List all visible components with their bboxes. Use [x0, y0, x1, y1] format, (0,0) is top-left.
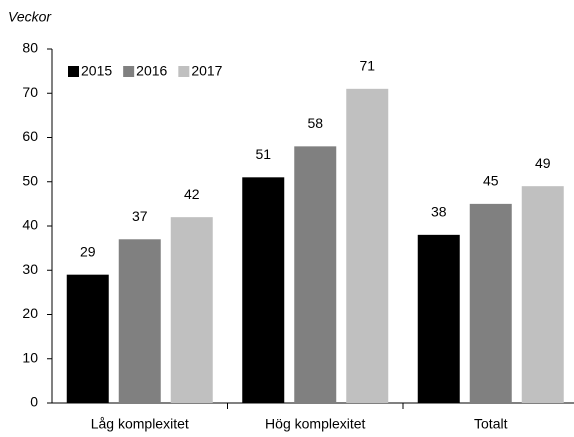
bar: [170, 217, 213, 403]
legend-swatch: [123, 66, 135, 77]
data-label: 51: [255, 146, 271, 162]
x-tick-label: Hög komplexitet: [265, 416, 365, 432]
data-label: 58: [307, 115, 323, 131]
x-tick-label: Totalt: [474, 416, 508, 432]
x-tick-label: Låg komplexitet: [91, 416, 189, 432]
y-tick-label: 40: [22, 217, 38, 233]
y-tick-label: 10: [22, 349, 38, 365]
data-label: 42: [184, 186, 200, 202]
bar: [521, 186, 564, 403]
y-tick-label: 20: [22, 305, 38, 321]
bar: [417, 234, 460, 403]
data-label: 29: [80, 243, 96, 259]
bar: [346, 88, 389, 403]
y-tick-label: 80: [22, 40, 38, 56]
y-tick-label: 70: [22, 84, 38, 100]
bar: [469, 203, 512, 403]
data-label: 49: [535, 155, 551, 171]
data-label: 45: [483, 173, 499, 189]
y-axis-label: Veckor: [8, 9, 52, 25]
legend-label: 2017: [191, 63, 222, 79]
y-tick-label: 0: [30, 394, 38, 410]
legend-swatch: [68, 66, 79, 77]
legend-label: 2016: [136, 63, 167, 79]
y-tick-label: 50: [22, 172, 38, 188]
legend-swatch: [178, 66, 190, 77]
bar: [66, 274, 109, 403]
y-tick-label: 60: [22, 128, 38, 144]
bar: [118, 239, 161, 403]
bar: [242, 177, 285, 403]
y-tick-label: 30: [22, 261, 38, 277]
legend-label: 2015: [81, 63, 112, 79]
data-label: 38: [431, 204, 447, 220]
data-label: 37: [132, 208, 148, 224]
data-label: 71: [359, 58, 375, 74]
bar: [294, 146, 337, 403]
